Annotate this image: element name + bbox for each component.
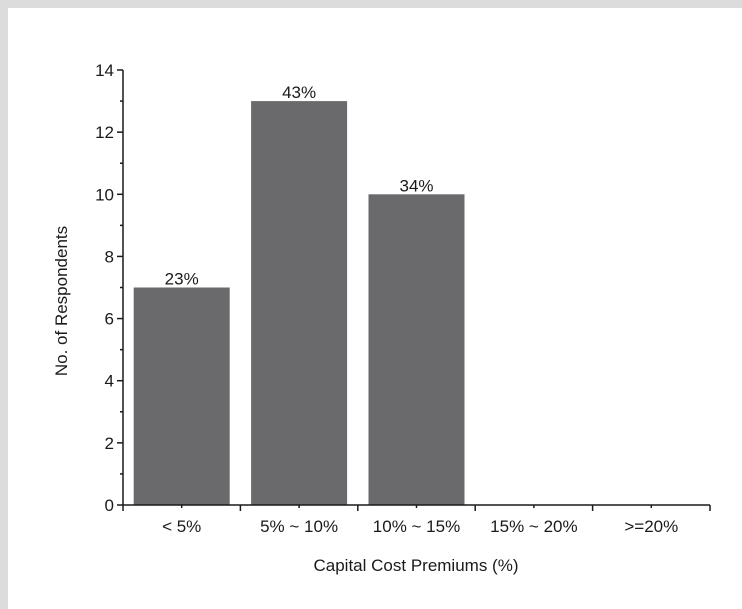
- y-tick-label: 4: [105, 372, 114, 391]
- bar-2: [251, 101, 347, 505]
- y-tick-label: 10: [95, 185, 114, 204]
- x-tick-label: 15% ~ 20%: [490, 517, 577, 536]
- data-label-3: 34%: [399, 176, 433, 195]
- y-tick-label: 6: [105, 310, 114, 329]
- x-ticks-group: < 5% 5% ~ 10% 10% ~ 15% 15% ~ 20% >=20%: [123, 505, 710, 536]
- y-tick-label: 0: [105, 496, 114, 515]
- x-tick-label: 5% ~ 10%: [260, 517, 338, 536]
- data-label-2: 43%: [282, 83, 316, 102]
- y-tick-label: 12: [95, 123, 114, 142]
- y-axis-title: No. of Respondents: [52, 226, 71, 376]
- x-tick-label: < 5%: [162, 517, 201, 536]
- y-tick-label: 8: [105, 247, 114, 266]
- y-ticks-group: 0 2 4 6 8 10 12 14: [95, 61, 123, 515]
- x-axis-title: Capital Cost Premiums (%): [314, 556, 519, 575]
- bar-3: [369, 194, 465, 505]
- x-tick-label: >=20%: [624, 517, 678, 536]
- y-tick-label: 2: [105, 434, 114, 453]
- bar-1: [134, 288, 230, 506]
- x-tick-label: 10% ~ 15%: [373, 517, 460, 536]
- y-tick-label: 14: [95, 61, 114, 80]
- bars-group: [134, 101, 465, 505]
- data-label-1: 23%: [165, 270, 199, 289]
